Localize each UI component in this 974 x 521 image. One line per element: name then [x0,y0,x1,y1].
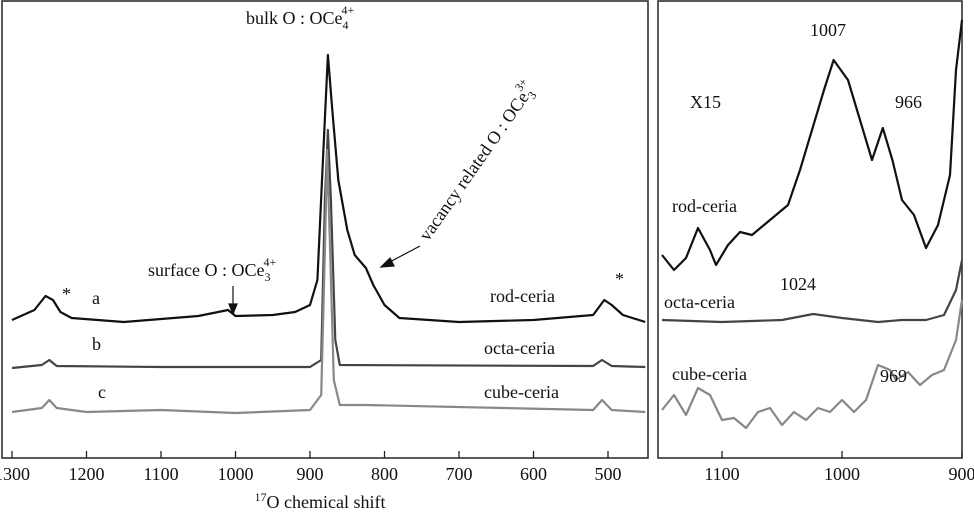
x-tick-label: 900 [297,464,324,484]
x-axis-label: 17O chemical shift [255,490,386,512]
series-label: octa-ceria [664,292,735,312]
annotation: X15 [690,92,721,112]
annotation-text: 966 [895,92,922,112]
annotation-text: a [92,288,100,308]
annotation-text: bulk O : OCe [246,8,343,28]
annotation-sup: 4+ [342,3,355,17]
spectrum-line [661,259,964,324]
spectrum-line [661,299,964,430]
series-label: cube-ceria [484,382,559,402]
annotation: surface O : OCe34+ [148,255,276,284]
series-label: octa-ceria [484,338,555,358]
x-tick-label: 1100 [704,464,739,484]
x-tick-label: 1000 [824,464,860,484]
x-tick-label: 1300 [0,464,30,484]
annotation-text: * [62,284,71,304]
annotation-text: surface O : OCe [148,260,264,280]
annotation: a [92,288,100,308]
annotation: 966 [895,92,922,112]
arrows [228,245,421,316]
x-tick-label: 700 [446,464,473,484]
arrow-head [228,303,238,316]
series-label: rod-ceria [490,286,555,306]
annotation-text: vacancy related O : OCe [415,88,533,244]
x-tick-label: 500 [595,464,622,484]
x-tick-label: 800 [371,464,398,484]
annotation-sub: 3 [264,270,270,284]
annotation-text: 969 [880,366,907,386]
annotation-text: * [615,269,624,289]
annotation: bulk O : OCe44+ [246,3,355,32]
spectrum-line [11,53,646,324]
annotation: vacancy related O : OCe33+ [411,75,543,246]
annotation: 1007 [810,20,846,40]
annotation-sup: 4+ [263,255,276,269]
annotation: 1024 [780,274,816,294]
spectrum-line [11,148,646,415]
annotation-text: b [92,334,101,354]
right-frame [657,0,963,459]
annotation-text: 1007 [810,20,846,40]
spectrum-line [661,19,964,272]
x-tick-label: 1100 [143,464,178,484]
annotation: c [98,382,106,402]
annotation-text: c [98,382,106,402]
x-tick-label: 1000 [218,464,254,484]
annotation: * [62,284,71,304]
series-label: cube-ceria [672,364,747,384]
x-tick-label: 600 [520,464,547,484]
annotation-text: 1024 [780,274,816,294]
x-tick-label: 900 [949,464,974,484]
arrow-head [379,256,395,268]
annotation: 969 [880,366,907,386]
annotation-text: X15 [690,92,721,112]
x-tick-label: 1200 [69,464,105,484]
left-frame [1,0,649,459]
annotation: b [92,334,101,354]
annotation-sub: 4 [343,18,349,32]
annotation: * [615,269,624,289]
series-label: rod-ceria [672,196,737,216]
